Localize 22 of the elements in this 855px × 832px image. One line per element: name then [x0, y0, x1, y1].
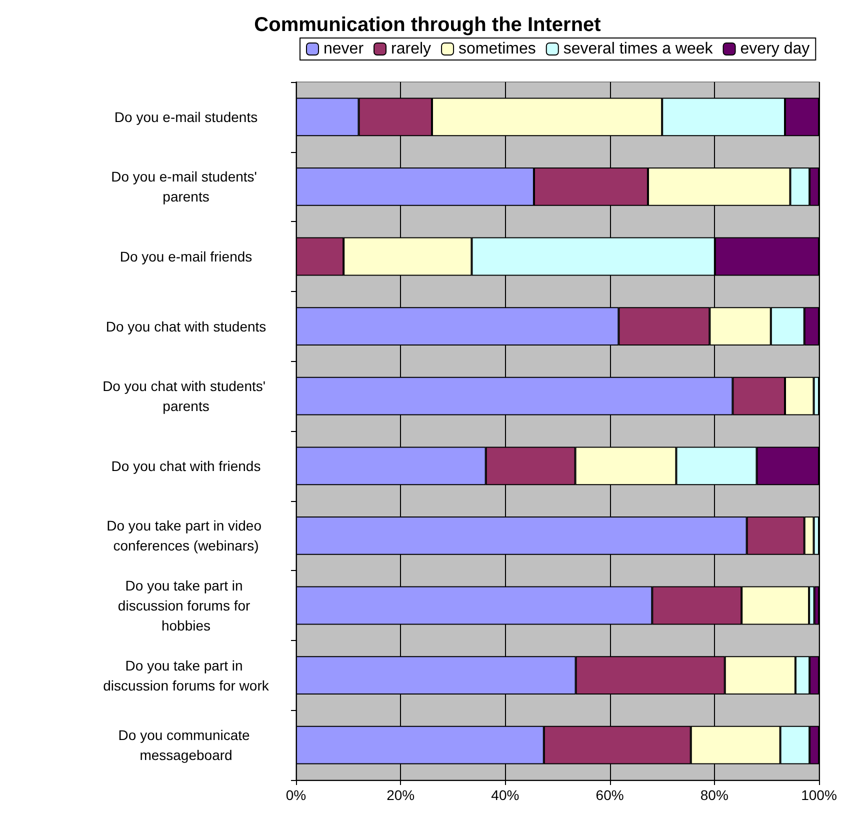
y-tick-label: Do you chat with students' parents — [102, 378, 270, 414]
y-tick-label: Do you e-mail students — [114, 108, 258, 125]
x-tick-label: 80% — [700, 787, 728, 803]
legend-label: several times a week — [563, 40, 714, 58]
x-tick-label: 100% — [801, 787, 837, 803]
y-tick-label: Do you communicate messageboard — [118, 727, 254, 764]
legend-label: sometimes — [458, 40, 536, 58]
legend-label: every day — [740, 40, 810, 58]
y-tick-label: Do you take part in discussion forums for work — [103, 657, 270, 694]
y-tick-label: Do you e-mail friends — [120, 248, 252, 264]
y-tick-label: Do you take part in discussion forums for hobbies — [118, 578, 254, 634]
x-tick-label: 20% — [386, 787, 415, 803]
x-tick-label: 40% — [491, 787, 520, 803]
legend-label: never — [324, 40, 364, 58]
y-tick-label: Do you take part in video conferences (webinars) — [106, 518, 266, 554]
x-tick-label: 60% — [596, 787, 624, 803]
y-tick-label: Do you e-mail students' parents — [111, 168, 261, 205]
x-tick-label: 0% — [286, 787, 306, 803]
y-tick-label: Do you chat with friends — [111, 458, 261, 474]
chart-title: Communication through the Internet — [254, 14, 602, 36]
y-tick-label: Do you chat with students — [106, 318, 266, 334]
legend-label: rarely — [391, 40, 432, 58]
